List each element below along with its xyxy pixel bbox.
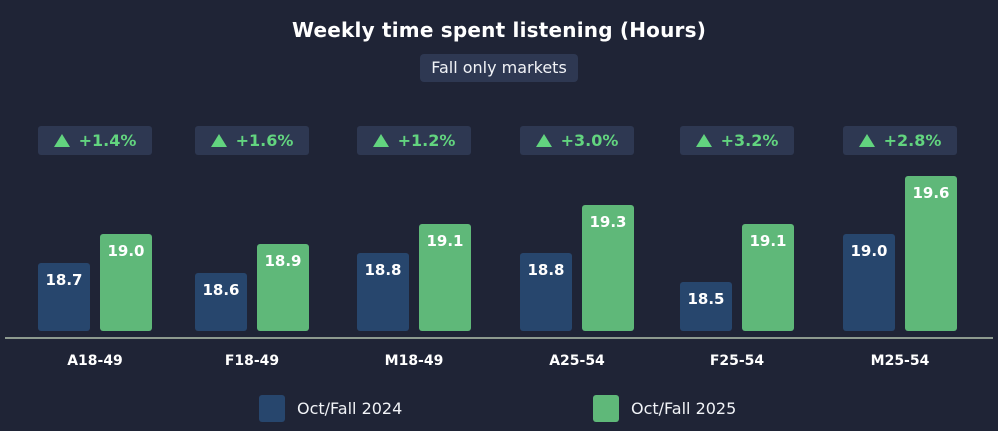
bar-value-label: 18.8 xyxy=(364,261,402,279)
up-triangle-icon xyxy=(695,134,712,147)
bar-2025: 18.9 xyxy=(257,244,309,331)
bar-value-label: 19.6 xyxy=(912,184,950,202)
change-value: +1.6% xyxy=(235,131,294,150)
bar-group-m18-49: +1.2% 18.8 19.1 M18-49 xyxy=(357,0,471,431)
x-axis-label: F18-49 xyxy=(224,353,280,369)
legend-item-2024: Oct/Fall 2024 xyxy=(259,395,402,422)
bar-2025: 19.1 xyxy=(742,224,794,331)
change-value: +3.0% xyxy=(560,131,619,150)
bar-group-a25-54: +3.0% 18.8 19.3 A25-54 xyxy=(520,0,634,431)
x-axis-line xyxy=(5,337,993,339)
subtitle-chip: Fall only markets xyxy=(420,54,578,82)
up-triangle-icon xyxy=(535,134,552,147)
x-axis-label: A25-54 xyxy=(549,353,605,369)
bar-2024: 18.7 xyxy=(38,263,90,331)
legend-swatch-2024 xyxy=(259,395,285,422)
bar-value-label: 19.3 xyxy=(589,213,627,231)
bar-value-label: 18.8 xyxy=(527,261,565,279)
change-badge: +1.2% xyxy=(357,126,471,155)
legend-label-2025: Oct/Fall 2025 xyxy=(631,399,737,418)
legend-item-2025: Oct/Fall 2025 xyxy=(593,395,736,422)
bar-2024: 18.8 xyxy=(520,253,572,331)
change-badge: +3.0% xyxy=(520,126,634,155)
bar-value-label: 19.0 xyxy=(850,242,888,260)
change-value: +1.2% xyxy=(397,131,456,150)
bar-2024: 19.0 xyxy=(843,234,895,331)
change-badge: +2.8% xyxy=(843,126,957,155)
up-triangle-icon xyxy=(372,134,389,147)
x-axis-label: M18-49 xyxy=(384,353,444,369)
bar-value-label: 18.6 xyxy=(202,281,240,299)
bar-value-label: 19.1 xyxy=(749,232,787,250)
bar-2025: 19.6 xyxy=(905,176,957,331)
legend-label-2024: Oct/Fall 2024 xyxy=(297,399,403,418)
bar-2024: 18.8 xyxy=(357,253,409,331)
change-badge: +1.4% xyxy=(38,126,152,155)
bar-group-a18-49: +1.4% 18.7 19.0 A18-49 xyxy=(38,0,152,431)
bar-2025: 19.1 xyxy=(419,224,471,331)
bar-2025: 19.0 xyxy=(100,234,152,331)
bar-value-label: 18.5 xyxy=(687,290,725,308)
chart-title: Weekly time spent listening (Hours) xyxy=(291,18,707,42)
change-badge: +1.6% xyxy=(195,126,309,155)
change-badge: +3.2% xyxy=(680,126,794,155)
bar-group-m25-54: +2.8% 19.0 19.6 M25-54 xyxy=(843,0,957,431)
bar-value-label: 19.0 xyxy=(107,242,145,260)
bar-2024: 18.6 xyxy=(195,273,247,331)
up-triangle-icon xyxy=(858,134,875,147)
up-triangle-icon xyxy=(53,134,70,147)
bar-value-label: 18.7 xyxy=(45,271,83,289)
legend-swatch-2025 xyxy=(593,395,619,422)
bar-2024: 18.5 xyxy=(680,282,732,331)
change-value: +1.4% xyxy=(78,131,137,150)
bar-value-label: 18.9 xyxy=(264,252,302,270)
change-value: +3.2% xyxy=(720,131,779,150)
bar-group-f25-54: +3.2% 18.5 19.1 F25-54 xyxy=(680,0,794,431)
x-axis-label: F25-54 xyxy=(709,353,765,369)
change-value: +2.8% xyxy=(883,131,942,150)
x-axis-label: A18-49 xyxy=(67,353,123,369)
x-axis-label: M25-54 xyxy=(870,353,930,369)
up-triangle-icon xyxy=(210,134,227,147)
bar-2025: 19.3 xyxy=(582,205,634,331)
bar-group-f18-49: +1.6% 18.6 18.9 F18-49 xyxy=(195,0,309,431)
bar-value-label: 19.1 xyxy=(426,232,464,250)
subtitle-container: Fall only markets xyxy=(0,54,998,82)
